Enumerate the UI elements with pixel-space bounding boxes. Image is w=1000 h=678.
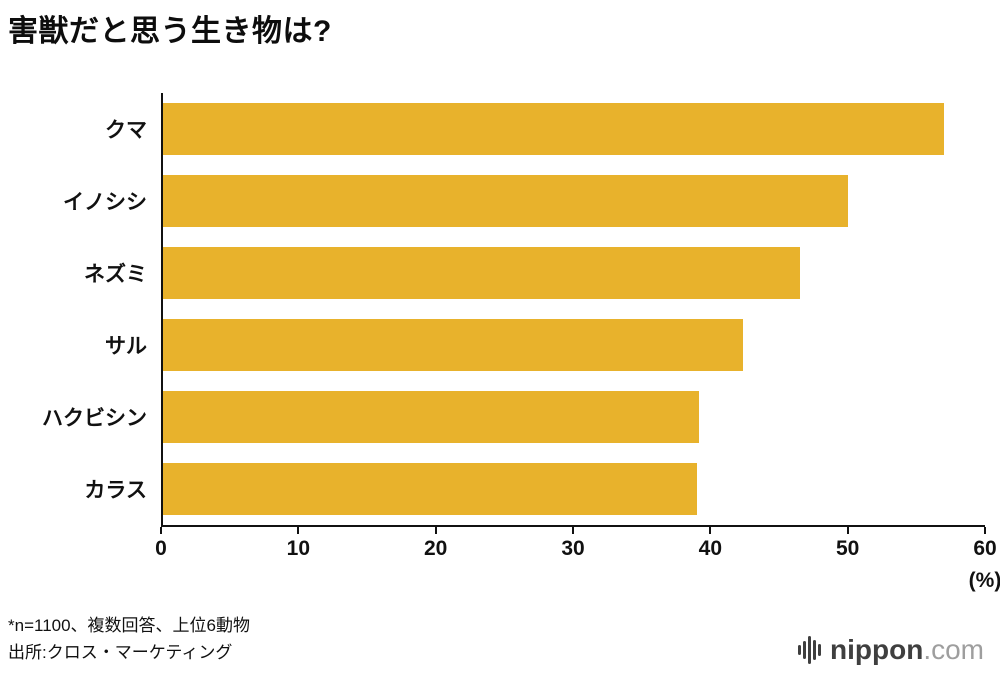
x-tick-mark xyxy=(984,527,986,534)
x-tick-label: 60 xyxy=(973,537,997,560)
bar xyxy=(163,319,743,371)
x-tick-mark xyxy=(297,527,300,534)
x-tick-mark xyxy=(709,527,712,534)
logo-name: nippon xyxy=(830,634,924,665)
x-tick-mark xyxy=(572,527,574,534)
x-tick-label: 30 xyxy=(561,537,585,560)
bar-row xyxy=(163,453,985,525)
category-label: イノシシ xyxy=(63,191,147,214)
plot-area xyxy=(161,93,985,527)
x-tick-mark xyxy=(160,527,162,534)
x-axis: (%) 0 10 20 30 40 50 60 xyxy=(155,527,1000,605)
bar xyxy=(163,175,848,227)
category-labels: クマイノシシネズミサルハクビシンカラス xyxy=(0,93,161,527)
x-tick-mark xyxy=(434,527,437,534)
bar xyxy=(163,463,698,515)
bar-row xyxy=(163,309,985,381)
bar-row xyxy=(163,93,985,165)
x-tick-mark xyxy=(846,527,849,534)
bar-row xyxy=(163,381,985,453)
x-tick-label: 40 xyxy=(698,537,723,560)
x-tick-label: 10 xyxy=(286,537,311,560)
footnote-source: 出所:クロス・マーケティング xyxy=(8,643,233,663)
bar-chart: クマイノシシネズミサルハクビシンカラス (%) 0 10 20 30 40 50 60 xyxy=(0,93,1000,605)
category-label: ハクビシン xyxy=(42,407,147,430)
x-axis-unit-label: (%) xyxy=(968,569,1000,592)
logo-tld: .com xyxy=(923,634,984,665)
x-tick-label: 20 xyxy=(423,537,448,560)
bar xyxy=(163,391,699,443)
bar-row xyxy=(163,165,985,237)
nippon-com-logo: nippon.com xyxy=(798,634,984,666)
category-label: サル xyxy=(105,335,147,358)
x-tick-label: 0 xyxy=(155,537,167,560)
bar-row xyxy=(163,237,985,309)
category-label: ネズミ xyxy=(84,263,147,286)
page-title: 害獣だと思う生き物は? xyxy=(8,15,332,48)
bar xyxy=(163,103,944,155)
bar-rows xyxy=(163,93,985,525)
category-label: カラス xyxy=(84,479,147,502)
soundbars-icon xyxy=(798,635,822,665)
category-label: クマ xyxy=(105,119,147,142)
x-tick-label: 50 xyxy=(835,537,860,560)
footnote-sample: *n=1100、複数回答、上位6動物 xyxy=(8,616,251,635)
bar xyxy=(163,247,801,299)
footnotes: *n=1100、複数回答、上位6動物 出所:クロス・マーケティング xyxy=(8,612,250,666)
logo-text: nippon.com xyxy=(830,634,984,666)
